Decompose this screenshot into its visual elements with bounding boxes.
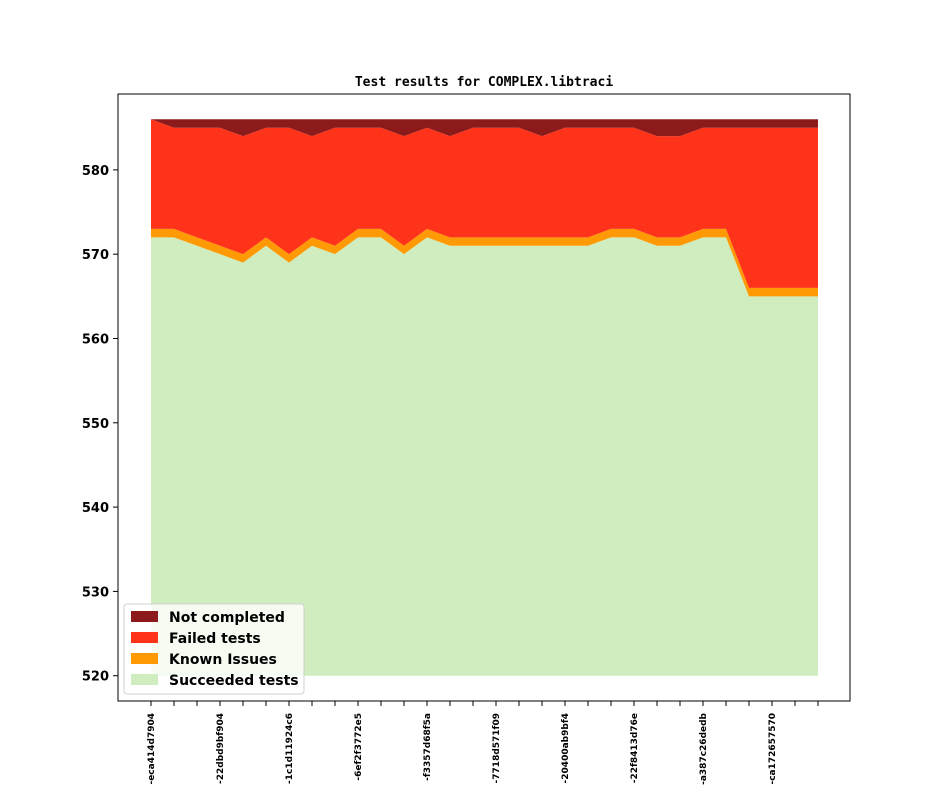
area-failed-tests: [151, 119, 818, 288]
y-tick-label: 570: [82, 248, 109, 263]
stacked-areas: [151, 119, 818, 676]
area-known-issues: [151, 228, 818, 297]
chart-title: Test results for COMPLEX.libtraci: [355, 75, 613, 90]
x-tick-label: -ca172657570: [768, 713, 778, 785]
legend-label-failed-tests: Failed tests: [169, 631, 261, 647]
legend-label-not-completed: Not completed: [169, 610, 285, 626]
legend-swatch-failed-tests: [131, 632, 158, 643]
x-tick-label: -20400ab9bf4: [561, 713, 571, 783]
y-tick-label: 550: [82, 417, 109, 432]
y-axis: 520 530 540 550 560 570 580: [82, 164, 118, 685]
y-tick-label: 560: [82, 332, 109, 347]
legend: Not completed Failed tests Known Issues Suc…: [123, 603, 305, 695]
x-tick-label: -eca414d7904: [147, 713, 157, 785]
area-not-completed: [151, 119, 818, 137]
y-tick-label: 520: [82, 670, 109, 685]
legend-label-known-issues: Known Issues: [169, 652, 277, 668]
x-tick-label: -6ef2f3772e5: [354, 713, 364, 781]
legend-swatch-succeeded-tests: [131, 674, 158, 685]
y-tick-label: 540: [82, 501, 109, 516]
y-tick-label: 530: [82, 585, 109, 600]
x-tick-label: -1c1d11924c6: [285, 713, 295, 784]
legend-swatch-known-issues: [131, 653, 158, 664]
legend-swatch-not-completed: [131, 611, 158, 622]
x-tick-label: -22f8413d76e: [630, 713, 640, 783]
area-succeeded-tests: [151, 237, 818, 676]
x-axis: -eca414d7904 -22dbd9bf904 -1c1d11924c6 -6ef…: [147, 701, 819, 785]
legend-label-succeeded-tests: Succeeded tests: [169, 673, 299, 689]
x-tick-label: -f3357d68f5a: [423, 713, 433, 781]
x-tick-label: -a387c26dedb: [699, 712, 709, 784]
legend-box: [123, 603, 305, 695]
y-tick-label: 580: [82, 164, 109, 179]
x-tick-label: -7718d571f09: [492, 713, 502, 783]
x-tick-label: -22dbd9bf904: [216, 713, 226, 784]
plot-frame: [117, 93, 851, 702]
